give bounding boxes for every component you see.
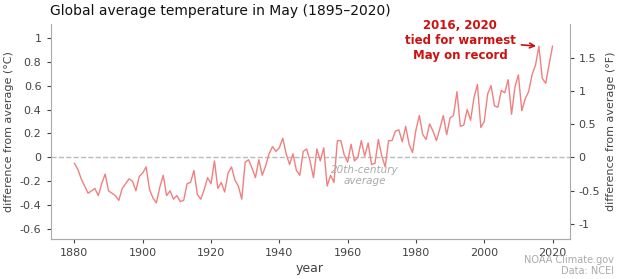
X-axis label: year: year <box>296 262 324 275</box>
Y-axis label: difference from average (°F): difference from average (°F) <box>606 51 616 211</box>
Text: 2016, 2020
tied for warmest
May on record: 2016, 2020 tied for warmest May on recor… <box>405 19 534 62</box>
Text: Global average temperature in May (1895–2020): Global average temperature in May (1895–… <box>50 4 391 18</box>
Text: 20th-century
average: 20th-century average <box>331 165 399 186</box>
Text: NOAA Climate.gov
Data: NCEI: NOAA Climate.gov Data: NCEI <box>524 255 614 276</box>
Y-axis label: difference from average (°C): difference from average (°C) <box>4 50 14 211</box>
